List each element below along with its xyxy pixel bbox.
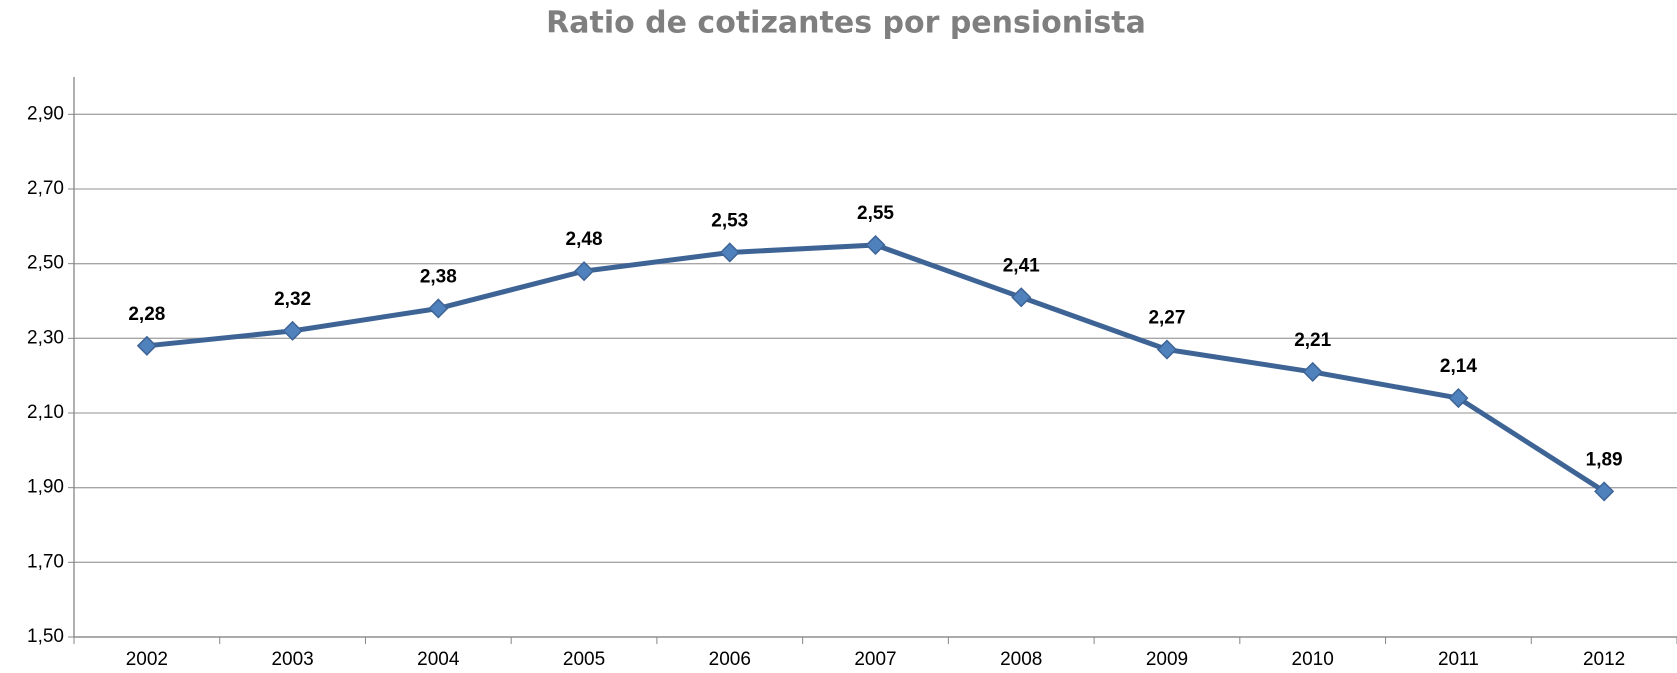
data-label: 2,32 — [274, 289, 311, 310]
data-label: 2,41 — [1003, 255, 1040, 276]
y-tick-label: 1,90 — [27, 477, 64, 498]
data-label: 2,38 — [420, 266, 457, 287]
data-label: 2,55 — [857, 203, 894, 224]
data-marker — [1302, 361, 1323, 382]
x-tick-label: 2008 — [1000, 649, 1042, 670]
x-tick-label: 2005 — [563, 649, 605, 670]
x-tick-label: 2004 — [417, 649, 460, 670]
data-marker — [1594, 481, 1615, 502]
y-tick-label: 2,10 — [27, 402, 64, 423]
data-marker — [428, 298, 449, 319]
data-label: 2,48 — [566, 229, 603, 250]
data-label: 1,89 — [1586, 449, 1623, 470]
data-label: 2,28 — [128, 304, 165, 325]
data-marker — [1156, 339, 1178, 360]
x-tick-label: 2006 — [709, 649, 751, 670]
data-marker — [282, 320, 303, 341]
y-tick-label: 1,70 — [27, 551, 64, 572]
x-tick-label: 2002 — [126, 649, 168, 670]
x-tick-label: 2009 — [1146, 649, 1188, 670]
x-tick-label: 2007 — [854, 649, 896, 670]
data-marker — [573, 261, 595, 282]
data-label: 2,14 — [1440, 356, 1477, 377]
x-tick-label: 2011 — [1438, 649, 1479, 670]
x-tick-label: 2012 — [1583, 649, 1625, 670]
data-label: 2,21 — [1294, 330, 1331, 351]
data-marker — [865, 234, 886, 256]
chart-title: Ratio de cotizantes por pensionista — [546, 6, 1146, 41]
data-marker — [1448, 388, 1469, 409]
data-line — [146, 242, 1606, 494]
y-tick-label: 1,50 — [27, 626, 64, 647]
data-label: 2,27 — [1148, 308, 1185, 329]
x-tick-label: 2010 — [1292, 649, 1334, 670]
y-tick-label: 2,90 — [27, 103, 64, 124]
data-marker — [1011, 287, 1032, 308]
x-tick-label: 2003 — [271, 649, 313, 670]
y-tick-label: 2,30 — [27, 327, 64, 348]
data-marker — [719, 242, 740, 263]
data-label: 2,53 — [711, 210, 748, 231]
data-marker — [136, 335, 157, 356]
y-tick-label: 2,50 — [27, 253, 64, 274]
y-tick-label: 2,70 — [27, 178, 64, 199]
